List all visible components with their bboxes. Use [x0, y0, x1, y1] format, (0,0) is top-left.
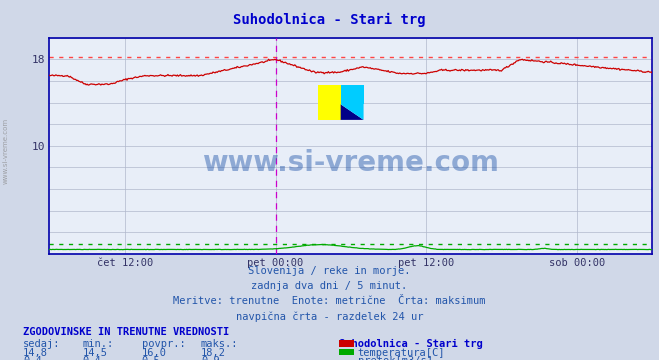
Text: 0,4: 0,4 [23, 356, 42, 360]
Text: www.si-vreme.com: www.si-vreme.com [202, 149, 500, 177]
Text: povpr.:: povpr.: [142, 339, 185, 349]
Text: Suhodolnica - Stari trg: Suhodolnica - Stari trg [233, 13, 426, 27]
Text: 14,5: 14,5 [82, 348, 107, 358]
Text: pretok[m3/s]: pretok[m3/s] [358, 356, 433, 360]
Text: navpična črta - razdelek 24 ur: navpična črta - razdelek 24 ur [236, 311, 423, 321]
Text: sedaj:: sedaj: [23, 339, 61, 349]
Text: zadnja dva dni / 5 minut.: zadnja dva dni / 5 minut. [251, 281, 408, 291]
Text: 0,4: 0,4 [82, 356, 101, 360]
Polygon shape [341, 85, 364, 120]
Text: 14,8: 14,8 [23, 348, 48, 358]
Bar [318, 85, 341, 120]
Text: www.si-vreme.com: www.si-vreme.com [2, 118, 9, 184]
Polygon shape [341, 104, 364, 120]
Text: Suhodolnica - Stari trg: Suhodolnica - Stari trg [339, 339, 483, 349]
Text: ZGODOVINSKE IN TRENUTNE VREDNOSTI: ZGODOVINSKE IN TRENUTNE VREDNOSTI [23, 327, 229, 337]
Text: Slovenija / reke in morje.: Slovenija / reke in morje. [248, 266, 411, 276]
Text: maks.:: maks.: [201, 339, 239, 349]
Text: temperatura[C]: temperatura[C] [358, 348, 445, 358]
Text: Meritve: trenutne  Enote: metrične  Črta: maksimum: Meritve: trenutne Enote: metrične Črta: … [173, 296, 486, 306]
Bar [341, 85, 364, 104]
Text: 0,5: 0,5 [142, 356, 160, 360]
Text: 0,9: 0,9 [201, 356, 219, 360]
Text: 16,0: 16,0 [142, 348, 167, 358]
Text: min.:: min.: [82, 339, 113, 349]
Text: 18,2: 18,2 [201, 348, 226, 358]
